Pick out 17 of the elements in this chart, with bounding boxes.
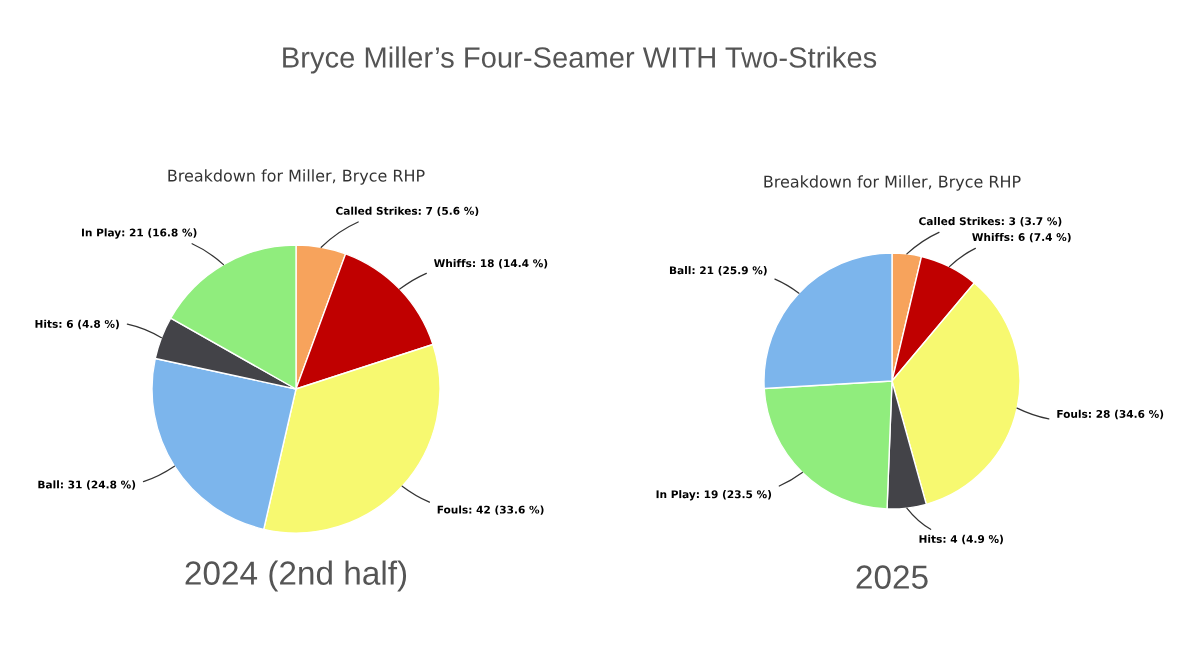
slice-label: Hits: 4 (4.9 %) (919, 534, 1003, 545)
chart-subtitle: Breakdown for Miller, Bryce RHP (168, 169, 425, 185)
slice-label: Hits: 6 (4.8 %) (35, 319, 119, 330)
text: 2025 (856, 565, 928, 589)
text: 2024 (2nd half) (185, 560, 407, 592)
slice-label: Fouls: 28 (34.6 %) (1057, 409, 1164, 420)
slice-label: Whiffs: 18 (14.4 %) (433, 259, 548, 269)
chart-subtitle: Breakdown for Miller, Bryce RHP (764, 175, 1021, 191)
slice-label: In Play: 21 (16.8 %) (81, 228, 197, 239)
slice-label: Fouls: 42 (33.6 %) (437, 505, 544, 515)
slice-label: In Play: 19 (23.5 %) (656, 490, 772, 501)
slice-label: Called Strikes: 3 (3.7 %) (919, 216, 1062, 227)
slice-label: Called Strikes: 7 (5.6 %) (336, 206, 479, 217)
slice-label: Ball: 31 (24.8 %) (38, 480, 136, 490)
chart-title: Bryce Miller’s Four-Seamer WITH Two-Strikes (283, 46, 877, 74)
slice-label: Ball: 21 (25.9 %) (669, 266, 767, 276)
slice-label: Whiffs: 6 (7.4 %) (972, 232, 1071, 243)
